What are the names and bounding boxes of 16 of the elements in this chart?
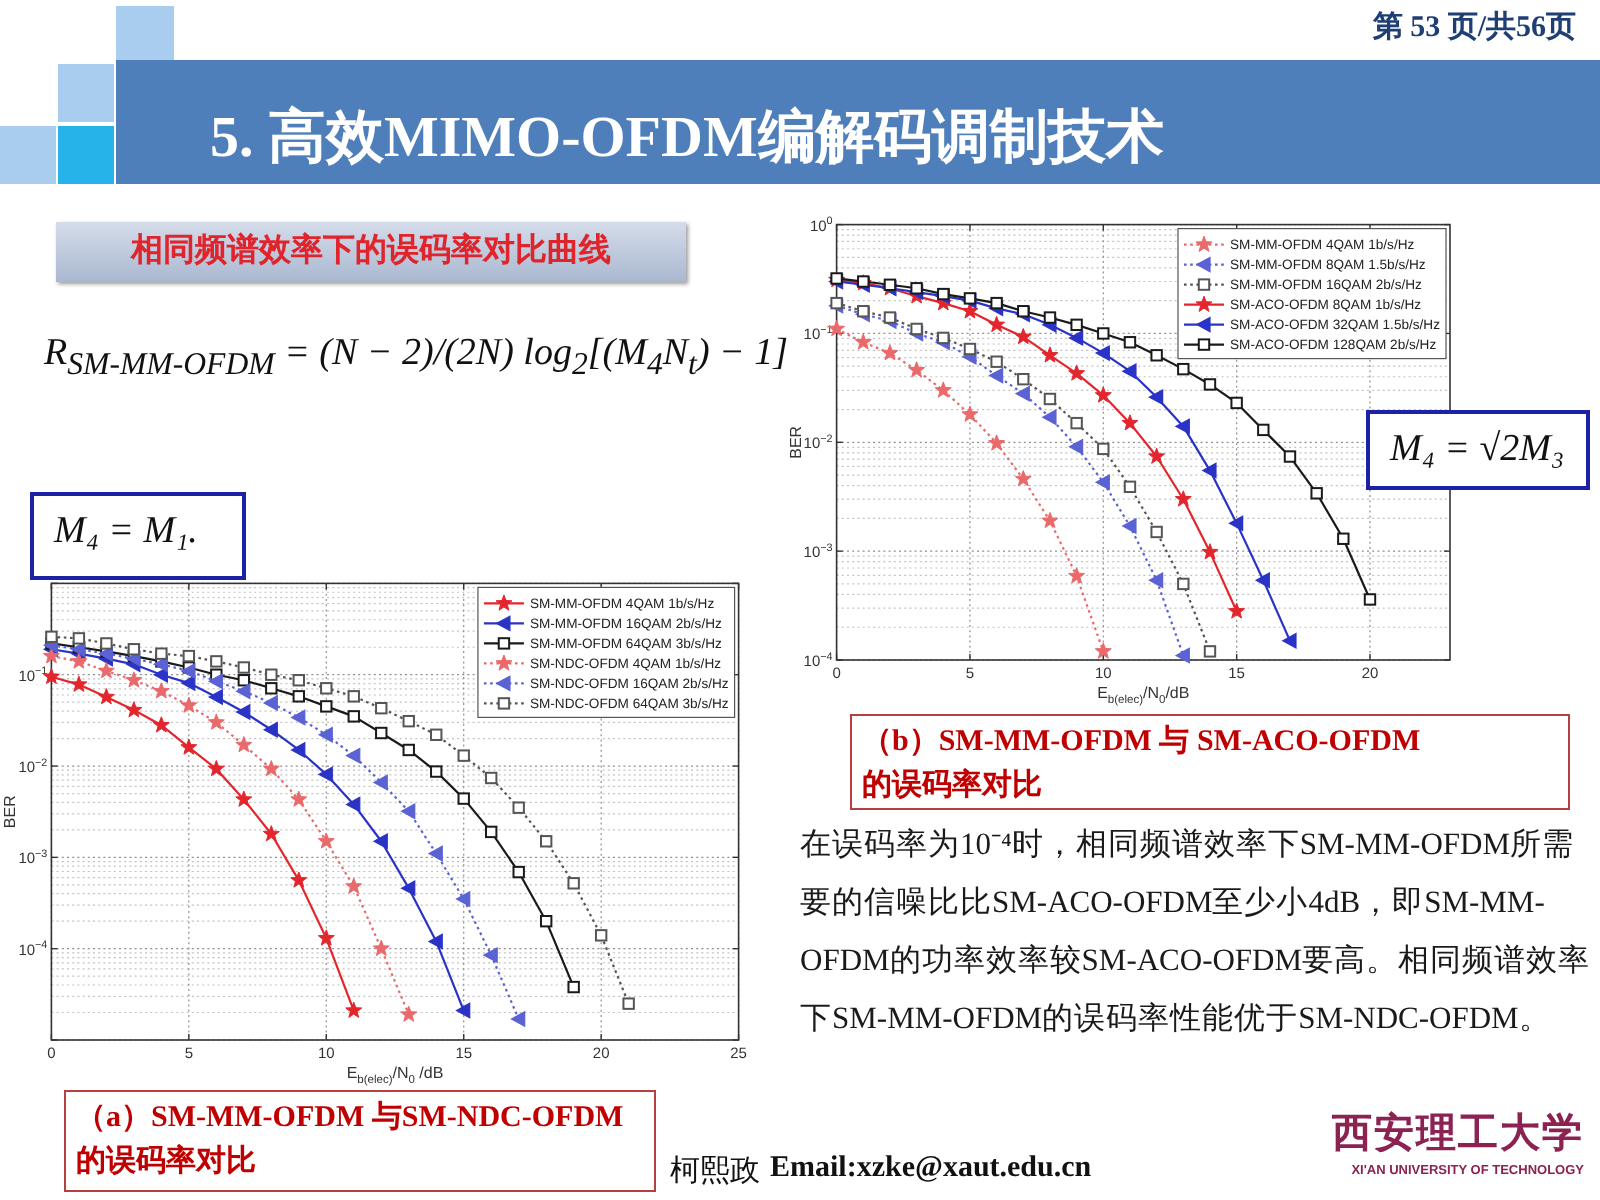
text: （b）SM-MM-OFDM 与 SM-ACO-OFDM 的误码率对比 bbox=[850, 714, 1570, 810]
y-axis-title: BER bbox=[786, 425, 805, 459]
text: M₄ = M₁. bbox=[30, 492, 246, 580]
text: 柯熙政 bbox=[670, 1153, 760, 1190]
chart-title: 5. 高效MIMO-OFDM编解码调制技术 bbox=[210, 103, 1164, 174]
x-axis-title: E$_{b(elec)}$/N$_{0}$/dB bbox=[1097, 684, 1190, 707]
text: R$_{SM-MM-OFDM}$ = (N − 2)/(2N) log$_{2}$[(M$_{4}$N$_{t}$) − 1] bbox=[44, 332, 788, 382]
text: 第 53 页/共56页 bbox=[1372, 8, 1576, 46]
text: 西安理工大学 bbox=[1332, 1109, 1584, 1160]
chart-subtitle: 相同频谱效率下的误码率对比曲线 bbox=[56, 222, 686, 282]
y-axis-title: BER bbox=[1, 794, 20, 829]
text: Email:xzke@xaut.edu.cn bbox=[770, 1152, 1092, 1186]
text: 在误码率为10⁻⁴时，相同频谱效率下SM-MM-OFDM所需要的信噪比比SM-ACO-OFDM至少小4dB，即SM-MM-OFDM的功率效率较SM-ACO-OFDM要高。相同频谱效率下SM-MM-OFDM的误码率性能优于SM-NDC-OFDM。 bbox=[800, 826, 1593, 1040]
text: （a）SM-MM-OFDM 与SM-NDC-OFDM 的误码率对比 bbox=[64, 1090, 656, 1192]
annotation: M₄ = √2M₃ bbox=[1366, 410, 1590, 490]
x-axis-title: E$_{b(elec)}$/N$_{0}$ /dB bbox=[346, 1064, 444, 1087]
